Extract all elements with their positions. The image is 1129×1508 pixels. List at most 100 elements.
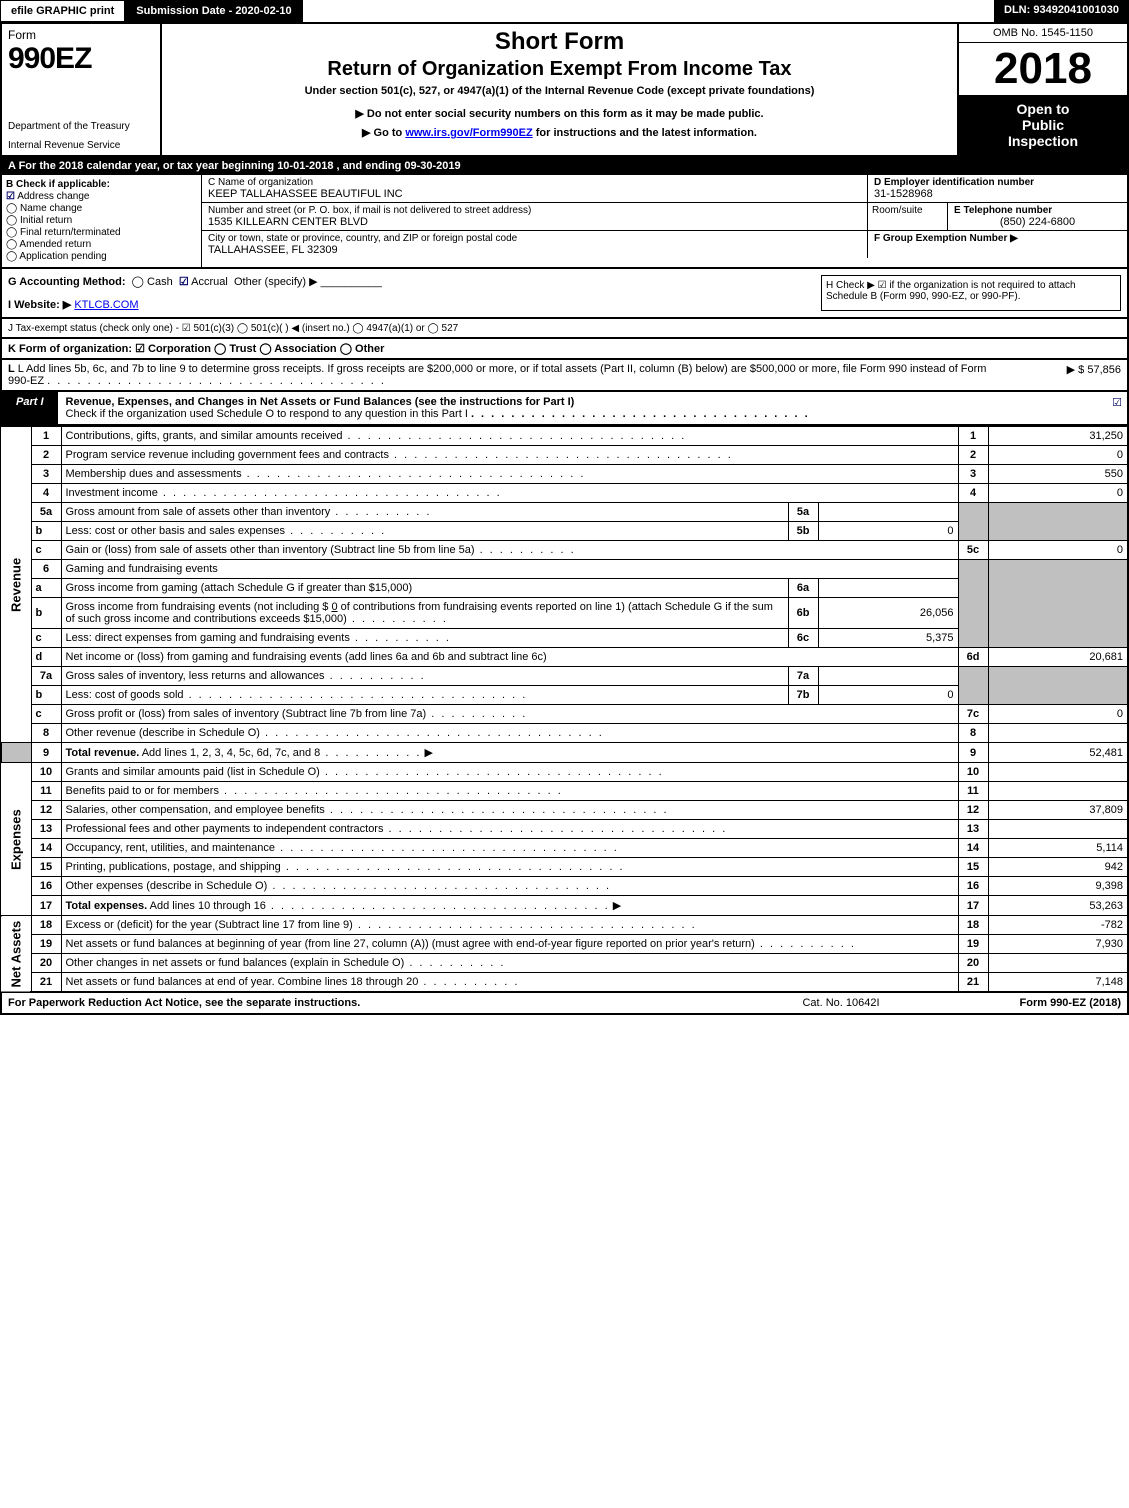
l7c-desc: Gross profit or (loss) from sales of inv… [66,708,427,720]
chk-initial-return[interactable]: ◯ Initial return [6,215,197,226]
l9-bold: Total revenue. [66,747,140,759]
l6d-desc: Net income or (loss) from gaming and fun… [66,651,547,663]
l1-num: 1 [31,427,61,446]
l7a-num: 7a [31,667,61,686]
l8-desc: Other revenue (describe in Schedule O) [66,727,260,739]
line-16: 16 Other expenses (describe in Schedule … [1,877,1128,896]
schedule-b-box: H Check ▶ ☑ if the organization is not r… [821,275,1121,311]
l6a-num: a [31,579,61,598]
l13-desc: Professional fees and other payments to … [66,823,384,835]
l1-rnum: 1 [958,427,988,446]
l17-bold: Total expenses. [66,900,148,912]
l11-rnum: 11 [958,782,988,801]
chk-name-label: Name change [20,203,82,214]
part1-title: Revenue, Expenses, and Changes in Net As… [58,392,1107,424]
l6-greyamt [988,560,1128,648]
l7a-boxamt [818,667,958,686]
line-2: 2 Program service revenue including gove… [1,446,1128,465]
l6b-boxamt: 26,056 [818,598,958,629]
l10-num: 10 [31,763,61,782]
label-room: Room/suite [872,205,943,216]
l18-desc: Excess or (deficit) for the year (Subtra… [66,919,353,931]
l9-rnum: 9 [958,743,988,763]
tax-year-row: A For the 2018 calendar year, or tax yea… [0,157,1129,175]
l9-side [1,743,31,763]
l5a-boxlabel: 5a [788,503,818,522]
line-13: 13 Professional fees and other payments … [1,820,1128,839]
chk-amended-label: Amended return [19,239,91,250]
l7b-boxamt: 0 [818,686,958,705]
k-text: K Form of organization: ☑ Corporation ◯ … [8,343,384,355]
submission-date-button[interactable]: Submission Date - 2020-02-10 [125,0,302,22]
l12-desc: Salaries, other compensation, and employ… [66,804,325,816]
irs-link[interactable]: www.irs.gov/Form990EZ [405,127,532,139]
chk-application-pending[interactable]: ◯ Application pending [6,251,197,262]
city: TALLAHASSEE, FL 32309 [208,244,861,256]
l19-amt: 7,930 [988,935,1128,954]
l15-num: 15 [31,858,61,877]
l5a-boxamt [818,503,958,522]
line-7a: 7a Gross sales of inventory, less return… [1,667,1128,686]
l14-rnum: 14 [958,839,988,858]
efile-button[interactable]: efile GRAPHIC print [0,0,125,22]
tax-year: 2018 [959,43,1127,95]
part1-subtitle: Check if the organization used Schedule … [66,408,468,420]
part1-checkbox[interactable]: ☑ [1107,392,1127,424]
addr: 1535 KILLEARN CENTER BLVD [208,216,861,228]
g-cash[interactable]: Cash [147,276,173,288]
short-form-title: Short Form [172,28,947,56]
chk-address-change[interactable]: ☑ Address change [6,191,197,202]
footer: For Paperwork Reduction Act Notice, see … [0,993,1129,1015]
l12-num: 12 [31,801,61,820]
line-21: 21 Net assets or fund balances at end of… [1,973,1128,993]
chk-initial-label: Initial return [20,215,72,226]
l6c-boxamt: 5,375 [818,629,958,648]
l20-rnum: 20 [958,954,988,973]
l11-desc: Benefits paid to or for members [66,785,219,797]
label-addr: Number and street (or P. O. box, if mail… [208,205,861,216]
line-4: 4 Investment income 4 0 [1,484,1128,503]
l5b-boxamt: 0 [818,522,958,541]
g-accrual[interactable]: Accrual [191,276,228,288]
line-7c: c Gross profit or (loss) from sales of i… [1,705,1128,724]
header-left: Form 990EZ Department of the Treasury In… [2,24,162,155]
l17-desc: Add lines 10 through 16 [150,900,266,912]
l-text: L L Add lines 5b, 6c, and 7b to line 9 t… [8,363,1001,387]
part1-title-text: Revenue, Expenses, and Changes in Net As… [66,396,575,408]
ein-cell: D Employer identification number 31-1528… [867,175,1127,202]
l18-num: 18 [31,916,61,935]
j-text: J Tax-exempt status (check only one) - ☑… [8,323,458,334]
l20-num: 20 [31,954,61,973]
l11-num: 11 [31,782,61,801]
gh-row: G Accounting Method: ◯ Cash ☑ Accrual Ot… [0,269,1129,319]
l6c-num: c [31,629,61,648]
l3-rnum: 3 [958,465,988,484]
row-l: L L Add lines 5b, 6c, and 7b to line 9 t… [0,360,1129,392]
l6b-boxlabel: 6b [788,598,818,629]
l7b-boxlabel: 7b [788,686,818,705]
l6-greynum [958,560,988,648]
chk-amended-return[interactable]: ◯ Amended return [6,239,197,250]
part1-header: Part I Revenue, Expenses, and Changes in… [0,392,1129,426]
l4-desc: Investment income [66,487,158,499]
l16-amt: 9,398 [988,877,1128,896]
org-name: KEEP TALLAHASSEE BEAUTIFUL INC [208,188,861,200]
g-other[interactable]: Other (specify) ▶ [234,276,318,288]
l6-desc: Gaming and fundraising events [61,560,958,579]
l2-desc: Program service revenue including govern… [66,449,389,461]
l6c-desc: Less: direct expenses from gaming and fu… [66,632,350,644]
l7c-num: c [31,705,61,724]
l6c-boxlabel: 6c [788,629,818,648]
l5a-num: 5a [31,503,61,522]
l1-desc: Contributions, gifts, grants, and simila… [66,430,343,442]
l5c-desc: Gain or (loss) from sale of assets other… [66,544,475,556]
open-line3: Inspection [963,133,1123,149]
website-link[interactable]: KTLCB.COM [74,299,138,311]
chk-name-change[interactable]: ◯ Name change [6,203,197,214]
accounting-method: G Accounting Method: ◯ Cash ☑ Accrual Ot… [8,275,813,311]
chk-final-return[interactable]: ◯ Final return/terminated [6,227,197,238]
instr-goto: ▶ Go to www.irs.gov/Form990EZ for instru… [172,126,947,139]
l18-amt: -782 [988,916,1128,935]
l15-amt: 942 [988,858,1128,877]
l18-rnum: 18 [958,916,988,935]
